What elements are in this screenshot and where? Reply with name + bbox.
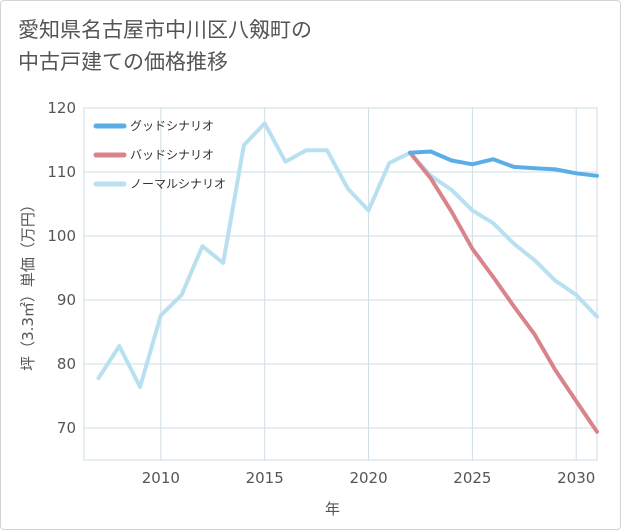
y-tick-label: 120 [47, 99, 76, 117]
x-tick-label: 2020 [349, 469, 387, 487]
x-tick-label: 2025 [453, 469, 491, 487]
grid [83, 107, 598, 461]
legend-label-2: バッドシナリオ [130, 148, 214, 162]
y-tick-label: 110 [47, 163, 76, 181]
axes: 70 80 90 100 110 120 2010 2015 2020 2025 2030 年 坪（3.… [19, 99, 595, 518]
y-tick-label: 90 [57, 291, 76, 309]
x-tick-label: 2010 [142, 469, 180, 487]
series-lines [96, 121, 599, 434]
x-tick-label: 2015 [246, 469, 284, 487]
chart-title-line1: 愛知県名古屋市中川区八剱町の [18, 18, 312, 42]
chart-title-line2: 中古戸建ての価格推移 [18, 50, 228, 74]
y-tick-label: 70 [57, 419, 76, 437]
y-tick-label: 100 [47, 227, 76, 245]
x-tick-label: 2030 [557, 469, 595, 487]
legend-label-3: ノーマルシナリオ [130, 177, 226, 191]
chart-title: 愛知県名古屋市中川区八剱町の 中古戸建ての価格推移 [18, 14, 608, 78]
legend-label-1: グッドシナリオ [130, 119, 214, 133]
series-line-1 [408, 149, 599, 178]
series-line-2 [408, 150, 599, 434]
series-line-3 [96, 121, 599, 389]
x-axis-title: 年 [325, 500, 340, 518]
y-tick-label: 80 [57, 355, 76, 373]
y-axis-title: 坪（3.3㎡）単価（万円） [19, 197, 37, 371]
